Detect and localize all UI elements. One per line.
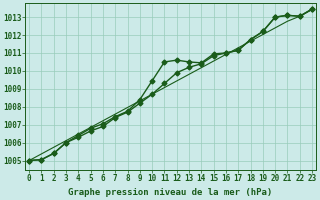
X-axis label: Graphe pression niveau de la mer (hPa): Graphe pression niveau de la mer (hPa) (68, 188, 273, 197)
